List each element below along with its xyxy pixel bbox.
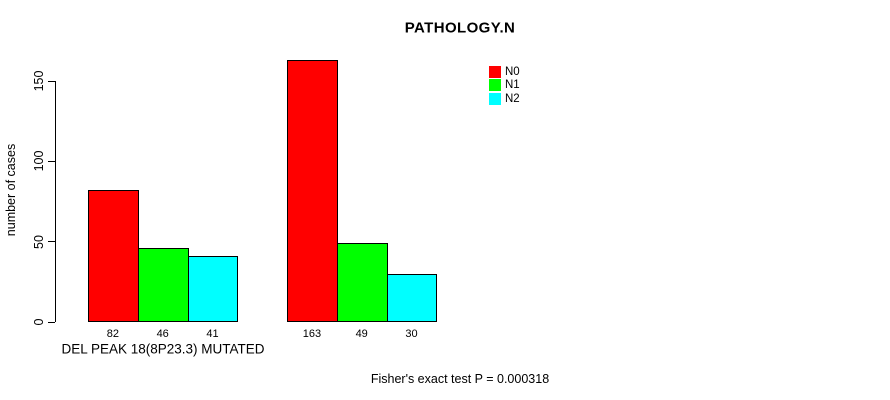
legend-label-N2: N2 [505, 92, 520, 105]
bar-value-label: 82 [106, 327, 120, 340]
bar-value-label: 49 [355, 327, 368, 340]
legend-label-N0: N0 [505, 65, 520, 78]
legend-label-N1: N1 [505, 79, 520, 91]
bar-group1-N0 [88, 190, 139, 322]
y-tick-label: 0 [32, 318, 46, 326]
bar-group2-N1 [336, 243, 388, 322]
y-tick-label: 100 [32, 150, 46, 172]
legend-swatch-N1 [489, 79, 501, 91]
bar-group2-N0 [287, 60, 338, 322]
bar-group2-N2 [386, 273, 438, 322]
bar-value-label: 41 [206, 327, 219, 340]
bar-value-label: 46 [156, 327, 169, 340]
legend-swatch-N2 [489, 92, 501, 105]
bar-group1-N1 [137, 248, 189, 322]
chart-title: PATHOLOGY.N [404, 19, 516, 37]
y-tick-label: 150 [32, 70, 46, 92]
y-tick-label: 50 [32, 234, 46, 249]
y-tick [48, 321, 55, 323]
y-tick [48, 80, 55, 82]
bar-value-label: 30 [405, 327, 418, 340]
bar-value-label: 163 [302, 327, 322, 340]
bar-group1-N2 [187, 256, 239, 322]
y-tick [48, 241, 55, 243]
y-tick [48, 160, 55, 162]
annotation-text: Fisher's exact test P = 0.000318 [370, 372, 550, 386]
y-axis-line [55, 81, 56, 322]
x-axis-label: DEL PEAK 18(8P23.3) MUTATED [61, 341, 265, 357]
legend-swatch-N0 [489, 65, 501, 78]
y-axis-label: number of cases [4, 143, 18, 237]
